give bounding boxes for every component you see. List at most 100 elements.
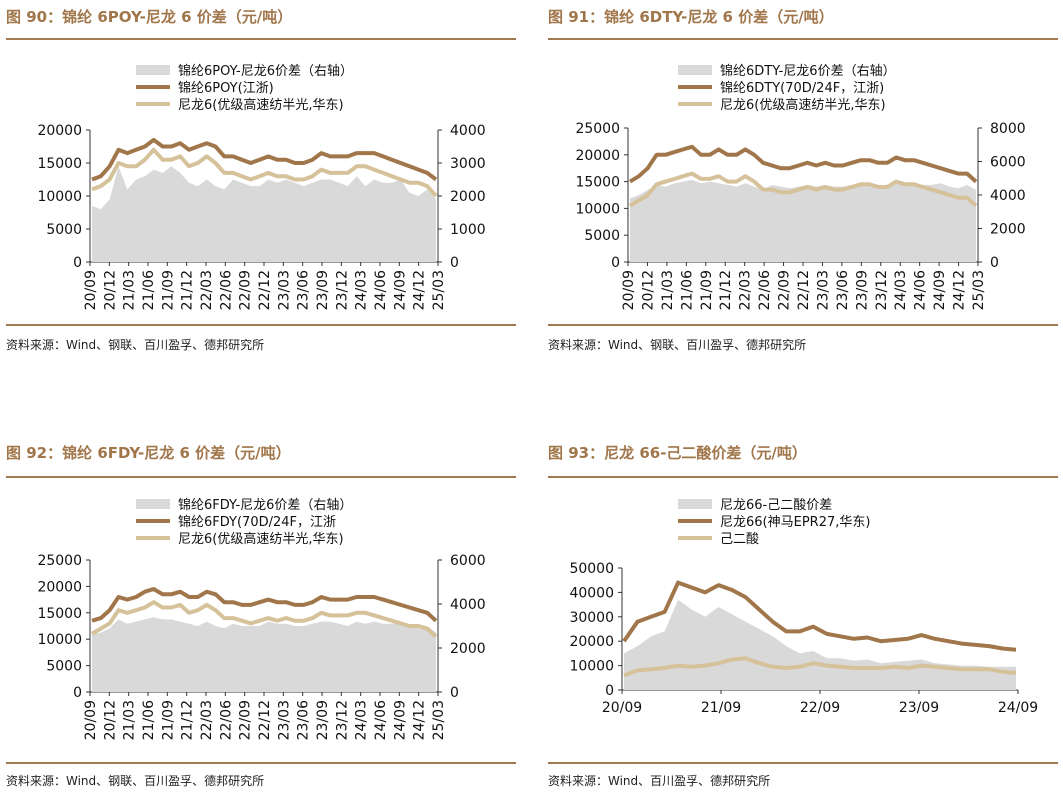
- panel-title: 图 93：尼龙 66-己二酸价差（元/吨）: [548, 444, 807, 462]
- source-rule: [548, 762, 1058, 764]
- x-tick-label: 23/06: [296, 270, 312, 310]
- legend-label: 尼龙66-己二酸价差: [720, 498, 832, 513]
- y-left-tick-label: 0: [73, 255, 82, 271]
- legend-label: 尼龙6(优级高速纺半光,华东): [178, 97, 344, 113]
- x-tick-label: 20/09: [621, 270, 637, 310]
- panel-90: 图 90：锦纶 6POY-尼龙 6 价差（元/吨） 锦纶6POY-尼龙6价差（右…: [6, 6, 518, 356]
- legend-label: 锦纶6POY-尼龙6价差（右轴）: [178, 64, 353, 79]
- series-line-nylon: [91, 147, 438, 198]
- x-tick-label: 22/09: [800, 700, 840, 716]
- x-tick-label: 22/12: [257, 270, 273, 310]
- legend-label: 尼龙6(优级高速纺半光,华东): [178, 531, 344, 547]
- source-rule: [6, 324, 516, 326]
- panel-title: 图 92：锦纶 6FDY-尼龙 6 价差（元/吨）: [6, 444, 291, 462]
- x-tick-label: 23/12: [334, 700, 350, 740]
- y-right-tick-label: 0: [450, 255, 459, 271]
- x-tick-label: 25/03: [431, 270, 447, 310]
- y-left-tick-label: 15000: [37, 156, 82, 172]
- x-tick-label: 20/12: [102, 270, 118, 310]
- panel-91: 图 91：锦纶 6DTY-尼龙 6 价差（元/吨） 锦纶6DTY-尼龙6价差（右…: [548, 6, 1060, 356]
- x-tick-label: 20/09: [83, 270, 99, 310]
- y-right-tick-label: 1000: [450, 222, 486, 238]
- legend-label: 锦纶6POY(江浙): [178, 81, 274, 96]
- y-right-tick-label: 0: [990, 255, 999, 271]
- chart-92: 锦纶6FDY-尼龙6价差（右轴） 锦纶6FDY(70D/24F，江浙尼龙6(优级高…: [37, 498, 485, 740]
- x-tick-label: 24/03: [354, 700, 370, 740]
- x-tick-label: 24/09: [392, 270, 408, 310]
- y-right-tick-label: 2000: [450, 189, 486, 205]
- title-rule: [548, 476, 1058, 478]
- x-tick-label: 24/06: [913, 270, 929, 310]
- x-tick-label: 24/06: [373, 700, 389, 740]
- series-line-nylon: [623, 656, 1017, 678]
- chart-90: 锦纶6POY-尼龙6价差（右轴） 锦纶6POY(江浙)尼龙6(优级高速纺半光,华东…: [37, 64, 486, 310]
- y-right-tick-label: 4000: [990, 188, 1026, 204]
- x-tick-label: 21/06: [679, 270, 695, 310]
- source-rule: [548, 324, 1058, 326]
- legend-label: 锦纶6FDY-尼龙6价差（右轴）: [178, 498, 352, 513]
- y-left-tick-label: 5000: [584, 228, 620, 244]
- x-tick-label: 20/12: [102, 700, 118, 740]
- y-right-tick-label: 8000: [990, 121, 1026, 137]
- x-tick-label: 21/09: [699, 270, 715, 310]
- source-note: 资料来源：Wind、钢联、百川盈孚、德邦研究所: [548, 338, 807, 352]
- x-tick-label: 23/12: [334, 270, 350, 310]
- x-tick-label: 20/09: [602, 700, 642, 716]
- x-tick-label: 25/03: [431, 700, 447, 740]
- y-left-tick-label: 20000: [575, 148, 620, 164]
- legend-label: 己二酸: [720, 532, 759, 547]
- legend-label: 尼龙66(神马EPR27,华东): [720, 515, 870, 530]
- x-tick-label: 21/03: [122, 270, 138, 310]
- x-tick-label: 23/12: [874, 270, 890, 310]
- x-tick-label: 21/09: [160, 700, 176, 740]
- y-left-tick-label: 25000: [37, 553, 82, 569]
- legend-label: 锦纶6DTY-尼龙6价差（右轴）: [720, 64, 896, 79]
- y-left-tick-label: 20000: [37, 123, 82, 139]
- y-right-tick-label: 0: [450, 685, 459, 701]
- series-line-product: [622, 580, 1017, 652]
- x-tick-label: 22/06: [218, 700, 234, 740]
- legend-label: 尼龙6(优级高速纺半光,华东): [720, 97, 886, 113]
- y-left-tick-label: 20000: [37, 579, 82, 595]
- y-left-tick-label: 10000: [37, 632, 82, 648]
- panel-title: 图 90：锦纶 6POY-尼龙 6 价差（元/吨）: [6, 8, 293, 26]
- x-tick-label: 24/03: [893, 270, 909, 310]
- y-left-tick-label: 30000: [569, 610, 614, 626]
- series-line-product: [628, 144, 978, 184]
- legend-swatch: [136, 65, 170, 75]
- x-tick-label: 23/03: [276, 700, 292, 740]
- y-left-tick-label: 5000: [46, 222, 82, 238]
- x-tick-label: 22/09: [238, 700, 254, 740]
- x-tick-label: 23/09: [899, 700, 939, 716]
- x-tick-label: 21/03: [660, 270, 676, 310]
- source-note: 资料来源：Wind、钢联、百川盈孚、德邦研究所: [6, 338, 265, 352]
- series-line-product: [91, 587, 438, 623]
- x-tick-label: 23/06: [296, 700, 312, 740]
- x-tick-label: 24/03: [354, 270, 370, 310]
- x-tick-label: 21/12: [718, 270, 734, 310]
- y-left-tick-label: 0: [611, 255, 620, 271]
- x-tick-label: 24/09: [392, 700, 408, 740]
- y-left-tick-label: 50000: [569, 561, 614, 577]
- series-area-spread: [630, 179, 976, 262]
- x-tick-label: 21/12: [180, 700, 196, 740]
- y-left-tick-label: 10000: [569, 659, 614, 675]
- y-right-tick-label: 6000: [990, 155, 1026, 171]
- panel-93: 图 93：尼龙 66-己二酸价差（元/吨） 尼龙66-己二酸价差尼龙66(神马E…: [548, 442, 1060, 800]
- x-tick-label: 23/03: [276, 270, 292, 310]
- title-rule: [6, 476, 516, 478]
- x-tick-label: 23/06: [835, 270, 851, 310]
- chart-91: 锦纶6DTY-尼龙6价差（右轴） 锦纶6DTY(70D/24F，江浙)尼龙6(优级…: [575, 64, 1026, 310]
- y-right-tick-label: 2000: [990, 222, 1026, 238]
- y-left-tick-label: 25000: [575, 121, 620, 137]
- source-note: 资料来源：Wind、钢联、百川盈孚、德邦研究所: [6, 774, 265, 788]
- series-line-nylon: [628, 171, 978, 208]
- x-tick-label: 22/06: [218, 270, 234, 310]
- y-left-tick-label: 15000: [575, 175, 620, 191]
- x-tick-label: 24/12: [412, 270, 428, 310]
- source-note: 资料来源：Wind、百川盈孚、德邦研究所: [548, 774, 771, 788]
- x-tick-label: 23/03: [815, 270, 831, 310]
- x-tick-label: 22/12: [796, 270, 812, 310]
- source-rule: [6, 762, 516, 764]
